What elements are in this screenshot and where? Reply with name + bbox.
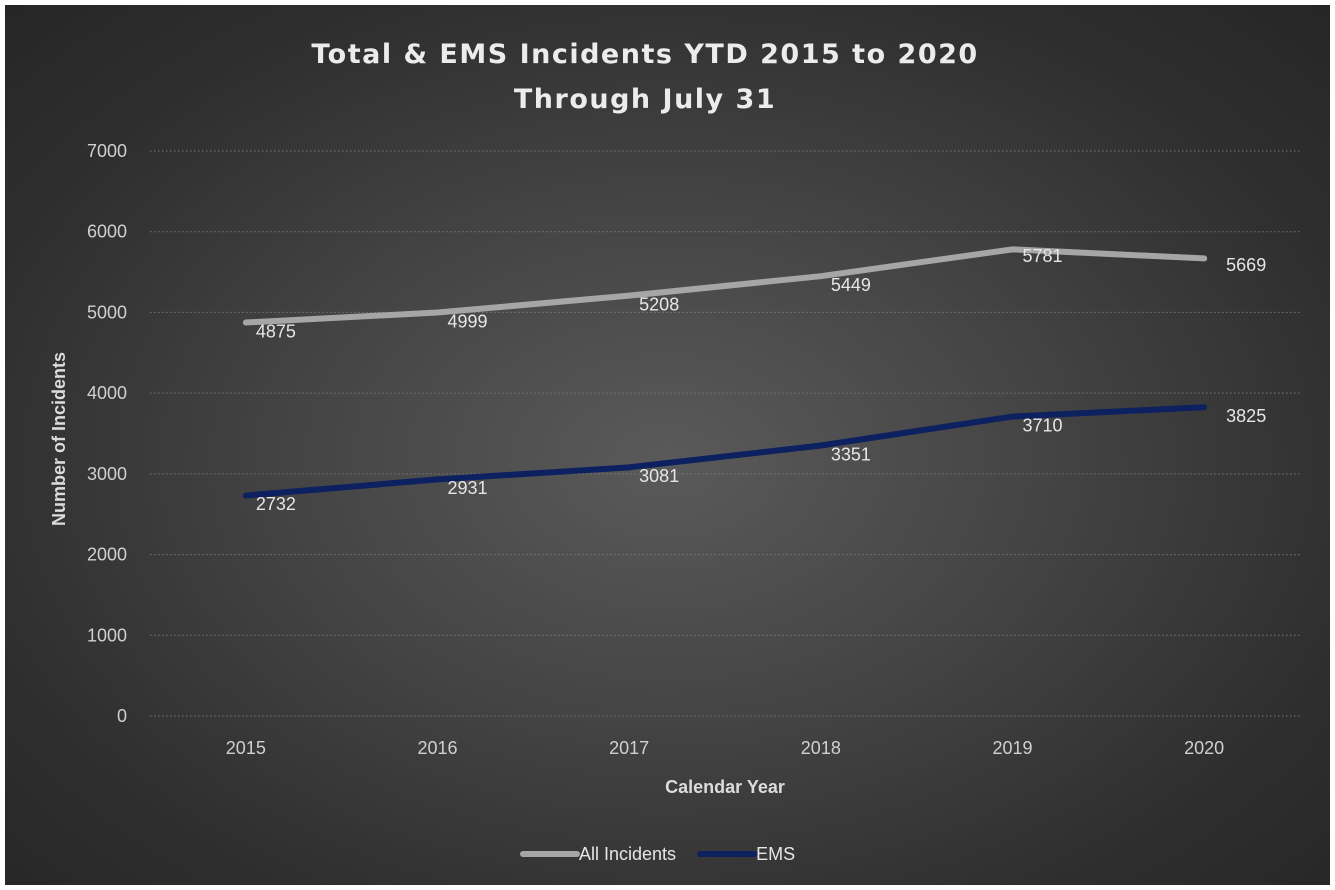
series-line-all-incidents: [242, 246, 1208, 326]
x-tick-label: 2017: [609, 738, 649, 758]
y-tick-label: 3000: [87, 464, 127, 484]
data-label: 5781: [1023, 246, 1063, 266]
y-tick-label: 5000: [87, 302, 127, 322]
data-label: 3081: [639, 466, 679, 486]
x-tick-label: 2016: [417, 738, 457, 758]
y-tick-label: 6000: [87, 222, 127, 242]
y-axis-title: Number of Incidents: [49, 352, 69, 526]
data-labels: 4875 4999 5208 5449 5781 5669 2732 2931 3081 3351…: [256, 246, 1266, 514]
series-line-ems: [242, 404, 1208, 499]
line-chart: Total & EMS Incidents YTD 2015 to 2020 T…: [49, 39, 1300, 864]
y-tick-label: 7000: [87, 141, 127, 161]
chart-area: Total & EMS Incidents YTD 2015 to 2020 T…: [5, 5, 1330, 885]
y-tick-label: 2000: [87, 545, 127, 565]
y-tick-label: 4000: [87, 383, 127, 403]
data-label: 5669: [1226, 255, 1266, 275]
y-tick-label: 1000: [87, 625, 127, 645]
x-tick-label: 2019: [992, 738, 1032, 758]
x-tick-label: 2020: [1184, 738, 1224, 758]
x-tick-label: 2015: [226, 738, 266, 758]
data-label: 2931: [448, 478, 488, 498]
y-axis-ticks: 0 1000 2000 3000 4000 5000 6000 7000: [87, 141, 127, 726]
legend-label: EMS: [756, 844, 795, 864]
chart-title: Total & EMS Incidents YTD 2015 to 2020 T…: [311, 39, 978, 115]
series-lines: [242, 246, 1208, 499]
data-label: 5208: [639, 294, 679, 314]
data-label: 4999: [448, 311, 488, 331]
chart-title-line-1: Total & EMS Incidents YTD 2015 to 2020: [311, 39, 978, 70]
data-label: 5449: [831, 275, 871, 295]
gridlines: [150, 150, 1300, 717]
x-axis-ticks: 2015 2016 2017 2018 2019 2020: [226, 738, 1224, 758]
x-axis-title: Calendar Year: [665, 777, 785, 797]
y-tick-label: 0: [117, 706, 127, 726]
x-tick-label: 2018: [801, 738, 841, 758]
legend-label: All Incidents: [579, 844, 676, 864]
chart-title-line-2: Through July 31: [514, 84, 776, 115]
legend: All Incidents EMS: [520, 844, 795, 864]
data-label: 2732: [256, 494, 296, 514]
data-label: 3710: [1023, 415, 1063, 435]
data-label: 3351: [831, 444, 871, 464]
data-label: 3825: [1226, 406, 1266, 426]
data-label: 4875: [256, 321, 296, 341]
